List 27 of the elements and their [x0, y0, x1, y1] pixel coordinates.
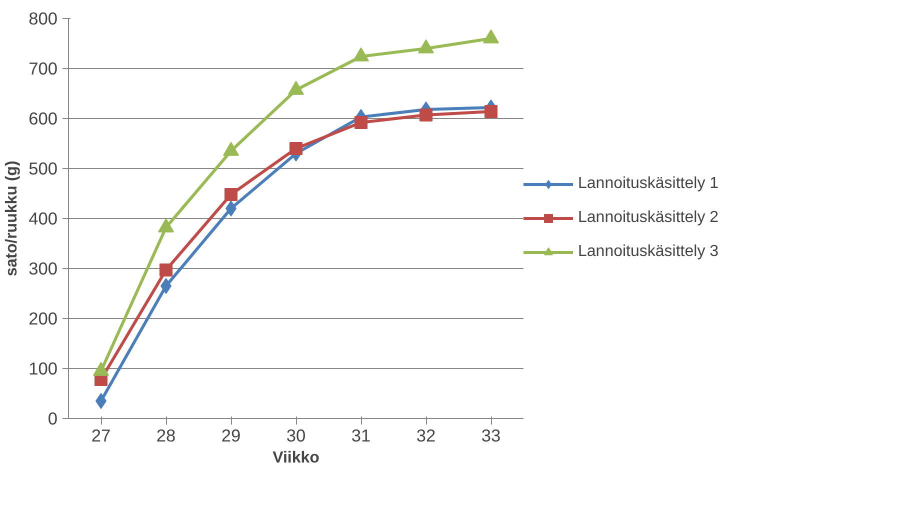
- legend-label: Lannoituskäsittely 1: [578, 175, 719, 193]
- y-tick-label: 800: [28, 8, 58, 28]
- point: [354, 116, 368, 129]
- x-tick-label: 31: [351, 426, 371, 446]
- x-axis-title: Viikko: [272, 450, 320, 466]
- x-tick-label: 28: [156, 426, 176, 446]
- point: [290, 142, 302, 155]
- y-tick-label: 400: [28, 208, 58, 228]
- y-tick-label: 600: [28, 108, 58, 128]
- point: [420, 108, 432, 122]
- legend-label: Lannoituskäsittely 2: [578, 209, 719, 227]
- x-tick-label: 27: [91, 426, 111, 446]
- legend-label: Lannoituskäsittely 3: [578, 243, 719, 261]
- y-tick-label: 700: [28, 58, 58, 78]
- x-tick-label: 30: [286, 426, 306, 446]
- y-tick-label: 500: [28, 158, 58, 178]
- y-tick-label: 300: [28, 258, 58, 278]
- y-tick-label: 200: [28, 308, 58, 328]
- x-tick-label: 29: [221, 426, 241, 446]
- point: [484, 105, 498, 118]
- x-tick-label: 33: [481, 426, 501, 446]
- x-tick-label: 32: [416, 426, 436, 446]
- y-tick-label: 100: [28, 358, 58, 378]
- point: [224, 188, 238, 201]
- y-axis-title: sato/ruukku (g): [4, 160, 21, 276]
- y-tick-label: 0: [48, 408, 58, 428]
- point: [160, 264, 172, 276]
